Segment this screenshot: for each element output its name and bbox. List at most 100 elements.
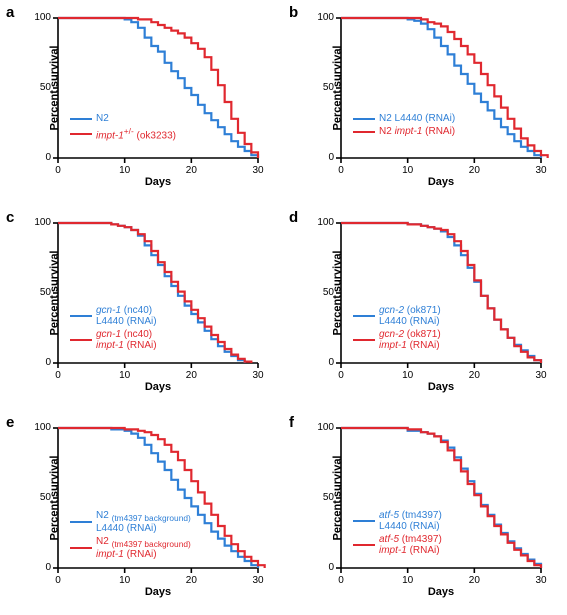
panel-label-c: c xyxy=(6,209,14,226)
x-axis-label: Days xyxy=(421,381,461,393)
x-tick-label: 30 xyxy=(533,370,549,381)
legend-item: gcn-2 (ok871)L4440 (RNAi) xyxy=(353,305,441,327)
x-tick-label: 30 xyxy=(250,370,266,381)
legend-swatch xyxy=(353,544,375,546)
y-tick-label: 0 xyxy=(45,152,51,163)
panel-c: c0501000102030Percent survivalDaysgcn-1 … xyxy=(0,205,283,410)
y-axis-label: Percent survival xyxy=(332,456,344,541)
y-axis-label: Percent survival xyxy=(49,251,61,336)
legend-item: atf-5 (tm4397)L4440 (RNAi) xyxy=(353,510,442,532)
x-tick-label: 10 xyxy=(400,370,416,381)
legend-label: atf-5 (tm4397)impt-1 (RNAi) xyxy=(379,534,442,556)
legend-swatch xyxy=(70,133,92,135)
x-tick-label: 10 xyxy=(117,575,133,586)
legend-label: gcn-1 (nc40)impt-1 (RNAi) xyxy=(96,329,157,351)
legend-swatch xyxy=(70,339,92,341)
panel-label-a: a xyxy=(6,4,14,21)
legend-label: N2 xyxy=(96,113,109,124)
legend: gcn-1 (nc40)L4440 (RNAi)gcn-1 (nc40)impt… xyxy=(70,305,157,353)
x-tick-label: 30 xyxy=(250,165,266,176)
x-tick-label: 20 xyxy=(466,575,482,586)
survival-chart xyxy=(0,0,283,205)
panel-f: f0501000102030Percent survivalDaysatf-5 … xyxy=(283,410,566,615)
x-tick-label: 30 xyxy=(533,575,549,586)
x-tick-label: 30 xyxy=(533,165,549,176)
y-tick-label: 0 xyxy=(45,357,51,368)
legend-label: atf-5 (tm4397)L4440 (RNAi) xyxy=(379,510,442,532)
x-tick-label: 0 xyxy=(333,370,349,381)
y-tick-label: 100 xyxy=(34,422,51,433)
legend: N2 impt-1+/- (ok3233) xyxy=(70,113,176,143)
survival-chart xyxy=(283,0,566,205)
legend-item: N2 (tm4397 background)L4440 (RNAi) xyxy=(70,510,191,534)
panel-label-f: f xyxy=(289,414,294,431)
legend-swatch xyxy=(70,118,92,120)
x-axis-label: Days xyxy=(421,176,461,188)
x-tick-label: 30 xyxy=(250,575,266,586)
legend-item: N2 L4440 (RNAi) xyxy=(353,113,455,124)
panel-label-b: b xyxy=(289,4,298,21)
legend-swatch xyxy=(70,547,92,549)
x-axis-label: Days xyxy=(138,176,178,188)
y-axis-label: Percent survival xyxy=(332,46,344,131)
x-tick-label: 20 xyxy=(183,370,199,381)
x-tick-label: 10 xyxy=(117,370,133,381)
y-axis-label: Percent survival xyxy=(49,456,61,541)
legend-swatch xyxy=(353,315,375,317)
legend-item: N2 (tm4397 background)impt-1 (RNAi) xyxy=(70,536,191,560)
legend-item: gcn-1 (nc40)impt-1 (RNAi) xyxy=(70,329,157,351)
y-tick-label: 0 xyxy=(328,357,334,368)
x-tick-label: 0 xyxy=(333,165,349,176)
legend-item: N2 impt-1 (RNAi) xyxy=(353,126,455,137)
survival-figure: a0501000102030Percent survivalDaysN2impt… xyxy=(0,0,567,615)
x-tick-label: 0 xyxy=(50,370,66,381)
panel-label-e: e xyxy=(6,414,14,431)
x-tick-label: 20 xyxy=(183,575,199,586)
y-tick-label: 0 xyxy=(328,152,334,163)
panel-label-d: d xyxy=(289,209,298,226)
legend-item: gcn-2 (ok871)impt-1 (RNAi) xyxy=(353,329,441,351)
legend-swatch xyxy=(70,521,92,523)
y-tick-label: 100 xyxy=(34,12,51,23)
legend-item: impt-1+/- (ok3233) xyxy=(70,126,176,141)
y-axis-label: Percent survival xyxy=(332,251,344,336)
legend-swatch xyxy=(353,339,375,341)
legend: atf-5 (tm4397)L4440 (RNAi)atf-5 (tm4397)… xyxy=(353,510,442,558)
legend-label: N2 impt-1 (RNAi) xyxy=(379,126,455,137)
y-tick-label: 100 xyxy=(317,422,334,433)
legend: gcn-2 (ok871)L4440 (RNAi)gcn-2 (ok871)im… xyxy=(353,305,441,353)
legend-item: gcn-1 (nc40)L4440 (RNAi) xyxy=(70,305,157,327)
legend-label: N2 L4440 (RNAi) xyxy=(379,113,455,124)
x-tick-label: 0 xyxy=(50,575,66,586)
x-axis-label: Days xyxy=(138,381,178,393)
legend-label: gcn-1 (nc40)L4440 (RNAi) xyxy=(96,305,157,327)
y-tick-label: 100 xyxy=(317,12,334,23)
panel-a: a0501000102030Percent survivalDaysN2impt… xyxy=(0,0,283,205)
y-tick-label: 0 xyxy=(45,562,51,573)
x-tick-label: 10 xyxy=(117,165,133,176)
legend-label: N2 (tm4397 background)impt-1 (RNAi) xyxy=(96,536,191,560)
x-tick-label: 10 xyxy=(400,165,416,176)
x-tick-label: 20 xyxy=(466,165,482,176)
legend-swatch xyxy=(353,131,375,133)
legend-item: N2 xyxy=(70,113,176,124)
y-tick-label: 100 xyxy=(34,217,51,228)
legend-label: gcn-2 (ok871)L4440 (RNAi) xyxy=(379,305,441,327)
legend-label: impt-1+/- (ok3233) xyxy=(96,126,176,141)
legend-swatch xyxy=(70,315,92,317)
legend-swatch xyxy=(353,520,375,522)
x-tick-label: 0 xyxy=(333,575,349,586)
y-tick-label: 0 xyxy=(328,562,334,573)
panel-b: b0501000102030Percent survivalDaysN2 L44… xyxy=(283,0,566,205)
x-tick-label: 20 xyxy=(183,165,199,176)
legend-item: atf-5 (tm4397)impt-1 (RNAi) xyxy=(353,534,442,556)
x-tick-label: 20 xyxy=(466,370,482,381)
panel-e: e0501000102030Percent survivalDaysN2 (tm… xyxy=(0,410,283,615)
legend-label: N2 (tm4397 background)L4440 (RNAi) xyxy=(96,510,191,534)
legend-swatch xyxy=(353,118,375,120)
x-tick-label: 10 xyxy=(400,575,416,586)
legend: N2 L4440 (RNAi) N2 impt-1 (RNAi) xyxy=(353,113,455,139)
legend-label: gcn-2 (ok871)impt-1 (RNAi) xyxy=(379,329,441,351)
legend: N2 (tm4397 background)L4440 (RNAi)N2 (tm… xyxy=(70,510,191,562)
x-axis-label: Days xyxy=(138,586,178,598)
